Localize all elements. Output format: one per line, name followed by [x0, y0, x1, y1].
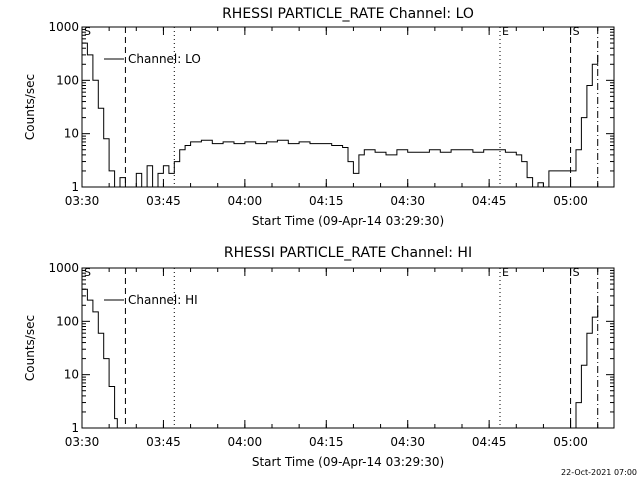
panel-0-series-line [82, 42, 599, 187]
panel-0-xtick-label: 04:15 [309, 194, 344, 208]
panel-1-xtick-label: 04:00 [228, 435, 263, 449]
panel-0-ytick-label: 1 [71, 180, 79, 194]
panel-0-marker-label: E [502, 25, 509, 38]
panel-1-xtick-label: 04:45 [472, 435, 507, 449]
panel-hi: RHESSI PARTICLE_RATE Channel: HI Start Ti… [23, 245, 615, 469]
panel-1-xtick-label: 05:00 [553, 435, 588, 449]
panel-1-ytick-label: 100 [56, 314, 79, 328]
panel-1-xtick-label: 04:15 [309, 435, 344, 449]
panel-0-marker-label: S [573, 25, 580, 38]
panel-0-xlabel: Start Time (09-Apr-14 03:29:30) [252, 214, 444, 228]
panel-1-series-line [82, 288, 599, 428]
panel-1-marker-label: S [573, 266, 580, 279]
panel-0-xtick-label: 05:00 [553, 194, 588, 208]
panel-0-ytick-label: 1000 [48, 20, 79, 34]
panel-0-marker-label: S [84, 25, 91, 38]
panel-1-ylabel: Counts/sec [23, 315, 37, 381]
panel-0-ytick-label: 100 [56, 73, 79, 87]
panel-1-xtick-label: 03:45 [146, 435, 181, 449]
panel-0-xtick-label: 04:45 [472, 194, 507, 208]
panel-0-xtick-label: 04:30 [390, 194, 425, 208]
panel-0-frame [81, 26, 615, 188]
panel-lo: RHESSI PARTICLE_RATE Channel: LO Start Ti… [23, 6, 615, 228]
panel-1-ytick-label: 10 [64, 368, 79, 382]
panel-1-title: RHESSI PARTICLE_RATE Channel: HI [224, 245, 472, 261]
panel-0-xtick-label: 03:45 [146, 194, 181, 208]
panel-0-xtick-label: 04:00 [228, 194, 263, 208]
panel-1-xtick-label: 03:30 [65, 435, 100, 449]
panel-0-ytick-label: 10 [64, 127, 79, 141]
panel-1-legend-label: Channel: HI [128, 293, 198, 307]
panel-1-ytick-label: 1000 [48, 261, 79, 275]
footer-timestamp: 22-Oct-2021 07:00 [561, 468, 637, 477]
panel-0-xtick-label: 03:30 [65, 194, 100, 208]
panel-1-frame [81, 267, 615, 429]
panel-1-marker-label: S [84, 266, 91, 279]
panel-1-marker-label: E [502, 266, 509, 279]
panel-1-xlabel: Start Time (09-Apr-14 03:29:30) [252, 455, 444, 469]
panel-0-legend-label: Channel: LO [128, 52, 201, 66]
panel-1-ytick-label: 1 [71, 421, 79, 435]
panel-0-title: RHESSI PARTICLE_RATE Channel: LO [222, 6, 474, 22]
panel-0-ylabel: Counts/sec [23, 74, 37, 140]
panel-1-xtick-label: 04:30 [390, 435, 425, 449]
